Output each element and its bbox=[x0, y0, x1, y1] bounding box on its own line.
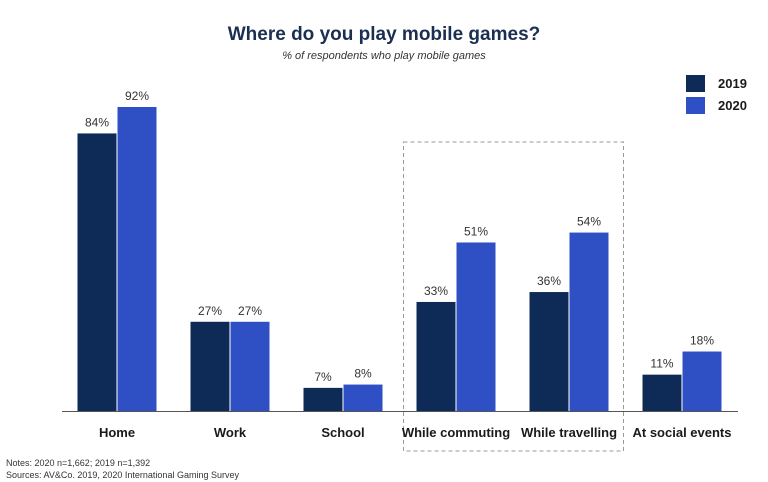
bar-2019 bbox=[77, 133, 117, 411]
category-label: Work bbox=[214, 425, 247, 440]
bar-2019 bbox=[303, 387, 343, 411]
legend-swatch-2019 bbox=[686, 75, 705, 92]
data-label: 7% bbox=[314, 370, 332, 384]
bar-2020 bbox=[117, 107, 157, 411]
data-label: 11% bbox=[650, 357, 673, 371]
bar-2020 bbox=[682, 351, 722, 411]
notes-line: Notes: 2020 n=1,662; 2019 n=1,392 bbox=[6, 458, 151, 468]
category-label: Home bbox=[99, 425, 135, 440]
bar-2019 bbox=[416, 301, 456, 411]
data-label: 92% bbox=[125, 89, 149, 103]
data-label: 27% bbox=[198, 304, 222, 318]
bar-2020 bbox=[230, 321, 270, 411]
bar-2019 bbox=[190, 321, 230, 411]
bar-2020 bbox=[343, 384, 383, 411]
category-label: While travelling bbox=[521, 425, 617, 440]
data-label: 54% bbox=[577, 215, 601, 229]
sources-line: Sources: AV&Co. 2019, 2020 International… bbox=[6, 470, 239, 480]
legend-swatch-2020 bbox=[686, 97, 705, 114]
data-label: 33% bbox=[424, 284, 448, 298]
category-label: School bbox=[321, 425, 364, 440]
legend-label: 2020 bbox=[718, 98, 747, 113]
bar-2019 bbox=[529, 292, 569, 411]
data-label: 51% bbox=[464, 224, 488, 238]
chart-subtitle: % of respondents who play mobile games bbox=[282, 50, 486, 62]
data-label: 27% bbox=[238, 304, 262, 318]
legend-label: 2019 bbox=[718, 76, 747, 91]
data-label: 84% bbox=[85, 115, 109, 129]
bar-2019 bbox=[642, 374, 682, 411]
data-label: 36% bbox=[537, 274, 561, 288]
data-label: 18% bbox=[690, 334, 714, 348]
chart-title: Where do you play mobile games? bbox=[227, 24, 541, 45]
bar-2020 bbox=[569, 232, 609, 411]
data-label: 8% bbox=[354, 367, 372, 381]
category-label: At social events bbox=[633, 425, 732, 440]
category-label: While commuting bbox=[402, 425, 510, 440]
bar-2020 bbox=[456, 242, 496, 411]
chart-notes: Notes: 2020 n=1,662; 2019 n=1,392 Source… bbox=[6, 457, 239, 481]
highlight-box bbox=[403, 141, 624, 452]
